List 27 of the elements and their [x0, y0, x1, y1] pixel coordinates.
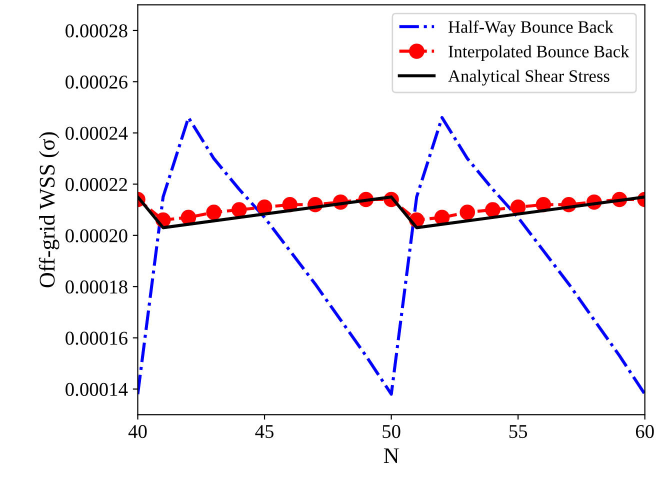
point: [256, 200, 272, 215]
point: [485, 202, 500, 218]
point: [434, 210, 450, 226]
y-tick-label: 0.00028: [66, 24, 128, 38]
y-tick-label: 0.00022: [66, 178, 127, 192]
point: [180, 210, 196, 226]
x-tick-label: 60: [636, 424, 654, 438]
line-series: [138, 116, 645, 396]
legend-label: Half-Way Bounce Back: [448, 20, 614, 36]
y-tick-label: 0.00026: [66, 76, 128, 89]
point: [206, 204, 222, 220]
x-tick-label: 55: [509, 425, 528, 438]
point: [460, 204, 476, 220]
y-tick-label: 0.00016: [66, 332, 128, 345]
x-tick-label: 50: [382, 424, 400, 438]
legend-label: Interpolated Bounce Back: [448, 45, 630, 61]
y-tick-label: 0.00014: [66, 382, 128, 396]
x-tick-label: 45: [255, 425, 274, 438]
x-tick-label: 40: [128, 424, 147, 438]
y-axis-title: Off-grid WSS (σ): [38, 132, 60, 288]
y-tick-label: 0.00018: [66, 280, 128, 294]
point: [510, 200, 526, 215]
y-tick-label: 0.00020: [66, 229, 128, 242]
legend-label: Analytical Shear Stress: [448, 70, 610, 86]
y-tick-label: 0.00024: [66, 126, 128, 140]
x-axis-title: N: [384, 448, 399, 464]
point: [232, 202, 247, 218]
